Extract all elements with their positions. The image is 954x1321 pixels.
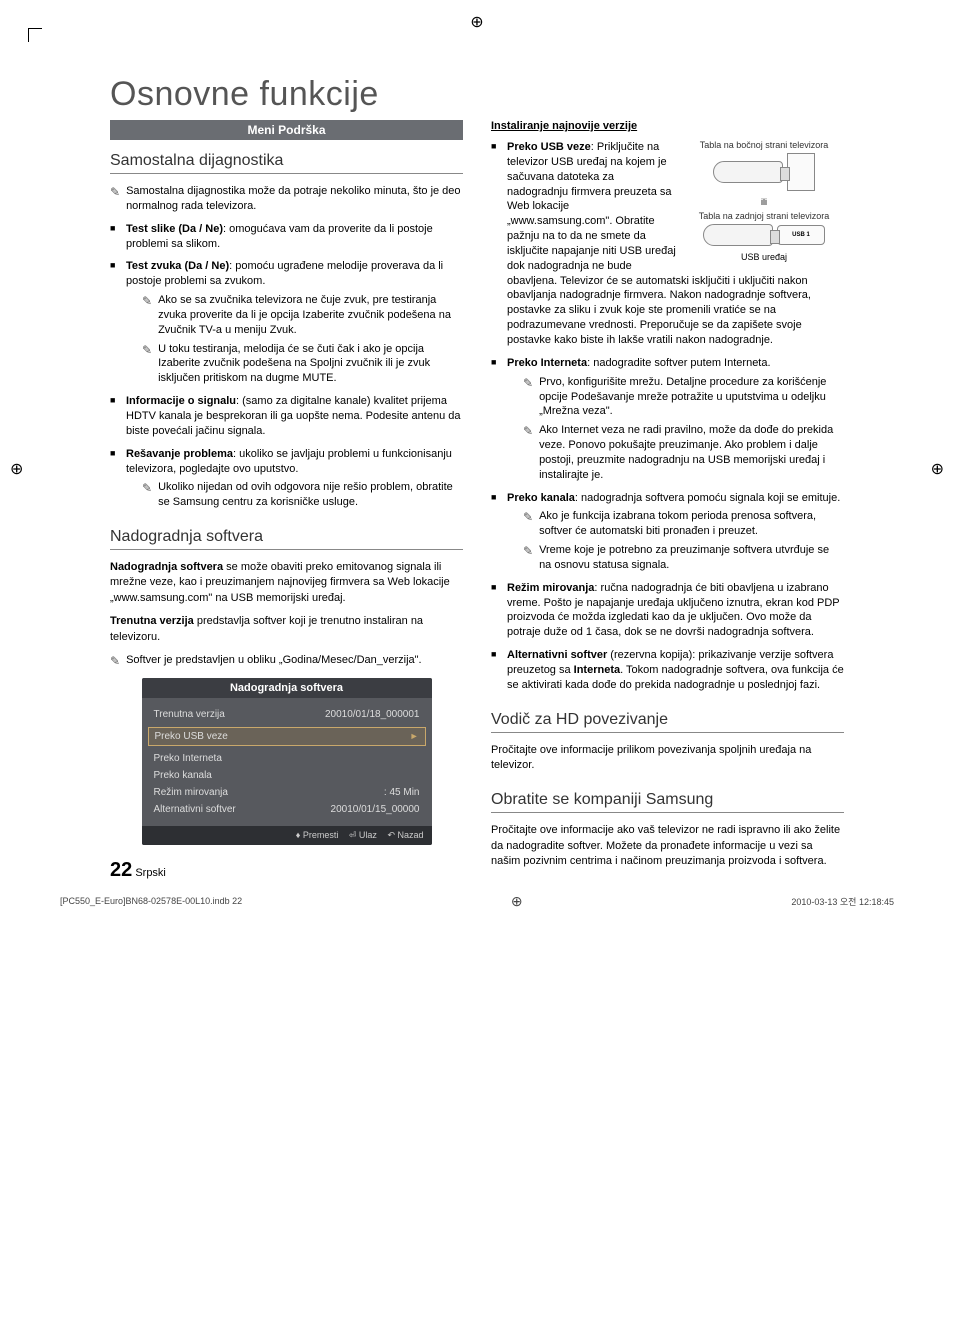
install-item-channel: Preko kanala: nadogradnja softvera pomoć… [491,491,844,573]
upgrade-format-note: Softver je predstavljen u obliku „Godina… [126,653,422,670]
right-column: Instaliranje najnovije verzije Tabla na … [491,120,844,878]
panel-sel-label: Preko USB veze [155,731,228,742]
note-icon [142,342,152,387]
crop-mark-tl [28,28,42,42]
internet-subnote-2: Ako Internet veza ne radi pravilno, može… [539,423,844,482]
footer-timestamp: 2010-03-13 오전 12:18:45 [791,895,894,908]
page-title: Osnovne funkcije [110,75,844,114]
left-column: Meni Podrška Samostalna dijagnostika Sam… [110,120,463,878]
troubleshoot-subnote: Ukoliko nijedan od ovih odgovora nije re… [158,480,463,510]
internet-subnote-1: Prvo, konfigurišite mrežu. Detaljne proc… [539,375,844,420]
note-icon [142,293,152,338]
sound-subnote-2: U toku testiranja, melodija će se čuti č… [158,342,463,387]
panel-curver-value: 20010/01/18_000001 [325,709,420,720]
note-icon [523,423,533,482]
note-icon [523,543,533,573]
note-icon [523,509,533,539]
diag-item-picture-test: Test slike (Da / Ne): omogućava vam da p… [110,222,463,252]
contact-samsung-heading: Obratite se kompaniji Samsung [491,791,844,813]
contact-samsung-body: Pročitajte ove informacije ako vaš telev… [491,823,844,869]
channel-subnote-2: Vreme koje je potrebno za preuzimanje so… [539,543,844,573]
registration-target-left: ⊕ [10,459,23,479]
panel-curver-label: Trenutna verzija [154,709,225,720]
hd-guide-heading: Vodič za HD povezivanje [491,711,844,733]
install-item-internet: Preko Interneta: nadogradite softver put… [491,356,844,483]
panel-row-alt[interactable]: Alternativni softver20010/01/15_00000 [152,801,422,818]
diag-item-signal-info: Informacije o signalu: (samo za digitaln… [110,394,463,439]
panel-selected-usb[interactable]: Preko USB veze ► [148,727,426,746]
panel-footer: ♦ Premesti ⏎ Ulaz ↶ Nazad [142,826,432,845]
menu-support-bar: Meni Podrška [110,120,463,140]
panel-row-channel[interactable]: Preko kanala [152,767,422,784]
panel-title: Nadogradnja softvera [142,678,432,698]
diag-item-sound-test: Test zvuka (Da / Ne): pomoću ugrađene me… [110,259,463,386]
panel-row-standby[interactable]: Režim mirovanja: 45 Min [152,784,422,801]
footer-enter: ⏎ Ulaz [349,830,377,840]
note-icon [523,375,533,420]
note-icon [142,480,152,510]
footer-move: ♦ Premesti [296,830,339,840]
software-upgrade-panel: Nadogradnja softvera Trenutna verzija 20… [142,678,432,845]
footer-target-icon: ⊕ [511,893,523,910]
diag-intro-note: Samostalna dijagnostika može da potraje … [126,184,463,214]
software-upgrade-heading: Nadogradnja softvera [110,528,463,550]
note-icon [110,653,120,670]
install-latest-heading: Instaliranje najnovije verzije [491,120,844,132]
channel-subnote-1: Ako je funkcija izabrana tokom perioda p… [539,509,844,539]
page-number: 22 Srpski [110,859,166,882]
upgrade-para-1: Nadogradnja softvera se može obaviti pre… [110,560,463,606]
panel-row-internet[interactable]: Preko Interneta [152,750,422,767]
install-item-usb: Preko USB veze: Priključite na televizor… [491,140,844,348]
sound-subnote-1: Ako se sa zvučnika televizora ne čuje zv… [158,293,463,338]
install-item-alternative: Alternativni softver (rezervna kopija): … [491,648,844,693]
self-diagnosis-heading: Samostalna dijagnostika [110,152,463,174]
diag-item-troubleshoot: Rešavanje problema: ukoliko se javljaju … [110,447,463,510]
registration-target-top: ⊕ [470,12,483,32]
footer-back: ↶ Nazad [387,830,423,840]
registration-target-right: ⊕ [931,459,944,479]
play-icon: ► [410,731,419,741]
hd-guide-body: Pročitajte ove informacije prilikom pove… [491,743,844,774]
install-item-standby: Režim mirovanja: ručna nadogradnja će bi… [491,581,844,640]
print-footer: [PC550_E-Euro]BN68-02578E-00L10.indb 22 … [60,893,894,910]
footer-file: [PC550_E-Euro]BN68-02578E-00L10.indb 22 [60,896,242,906]
note-icon [110,184,120,214]
upgrade-para-2: Trenutna verzija predstavlja softver koj… [110,614,463,645]
